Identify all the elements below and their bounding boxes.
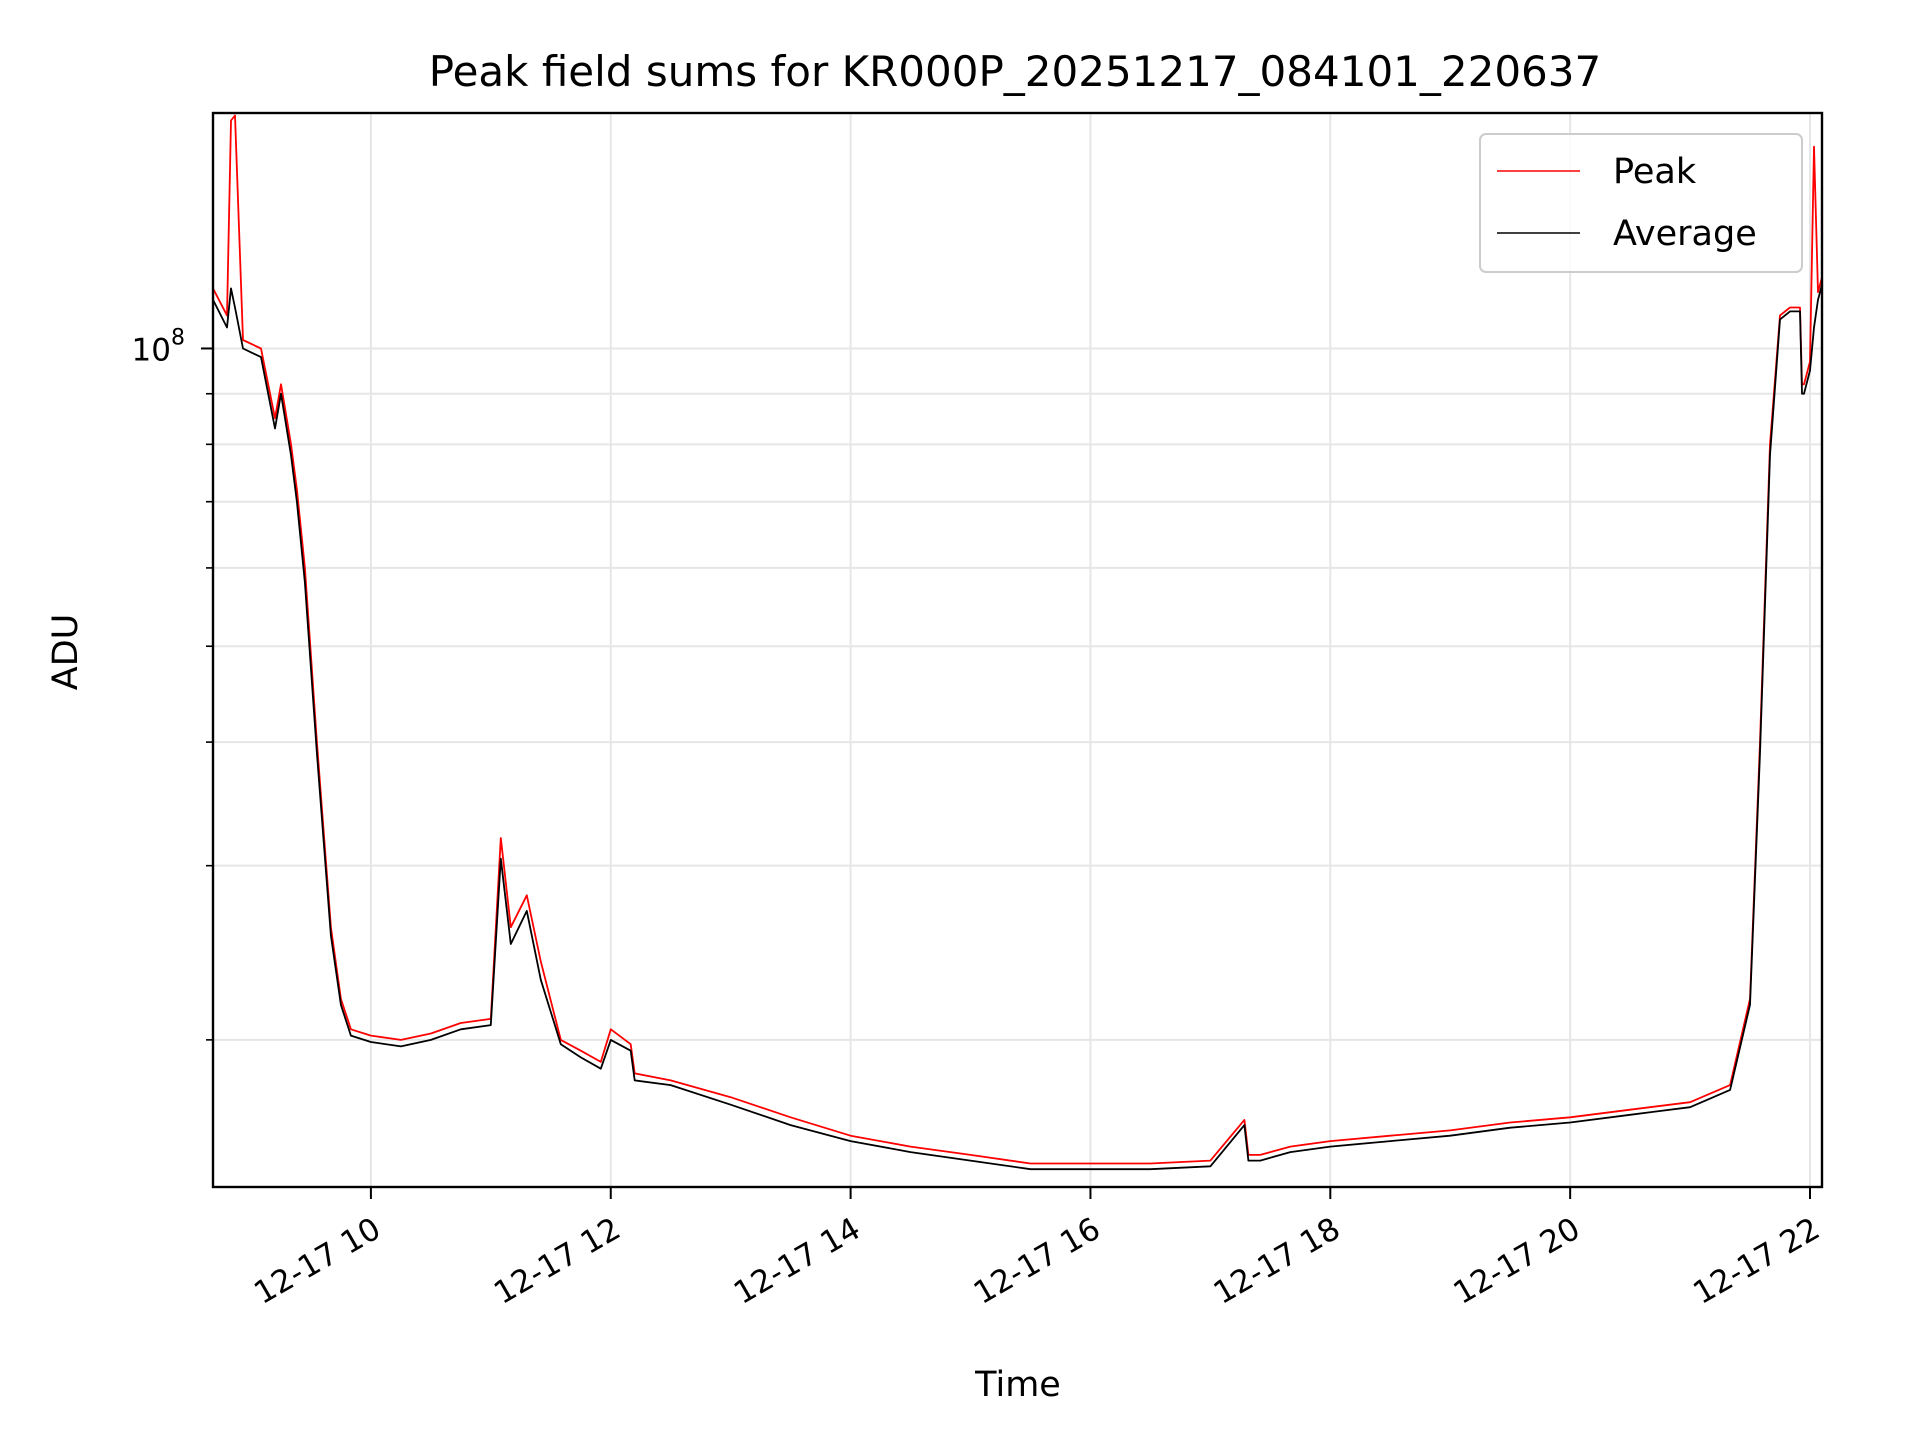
y-tick-label-exponent: 8	[171, 325, 185, 350]
plot-area	[213, 114, 1822, 1171]
legend-box	[1479, 133, 1803, 273]
x-axis-label: Time	[974, 1365, 1061, 1405]
legend-label-peak: Peak	[1613, 152, 1697, 192]
plot-frame	[211, 111, 1824, 1189]
chart-title: Peak field sums for KR000P_20251217_0841…	[429, 47, 1601, 96]
legend: Peak Average	[1479, 133, 1803, 273]
y-axis-label: ADU	[46, 614, 86, 691]
legend-label-average: Average	[1613, 214, 1757, 254]
series-layer	[213, 114, 1822, 1171]
y-tick-label: 108	[132, 325, 185, 368]
series-line-average	[213, 284, 1822, 1171]
grid	[213, 113, 1822, 1187]
y-axis: 108	[132, 325, 213, 1041]
y-tick-label-base: 10	[132, 332, 171, 368]
